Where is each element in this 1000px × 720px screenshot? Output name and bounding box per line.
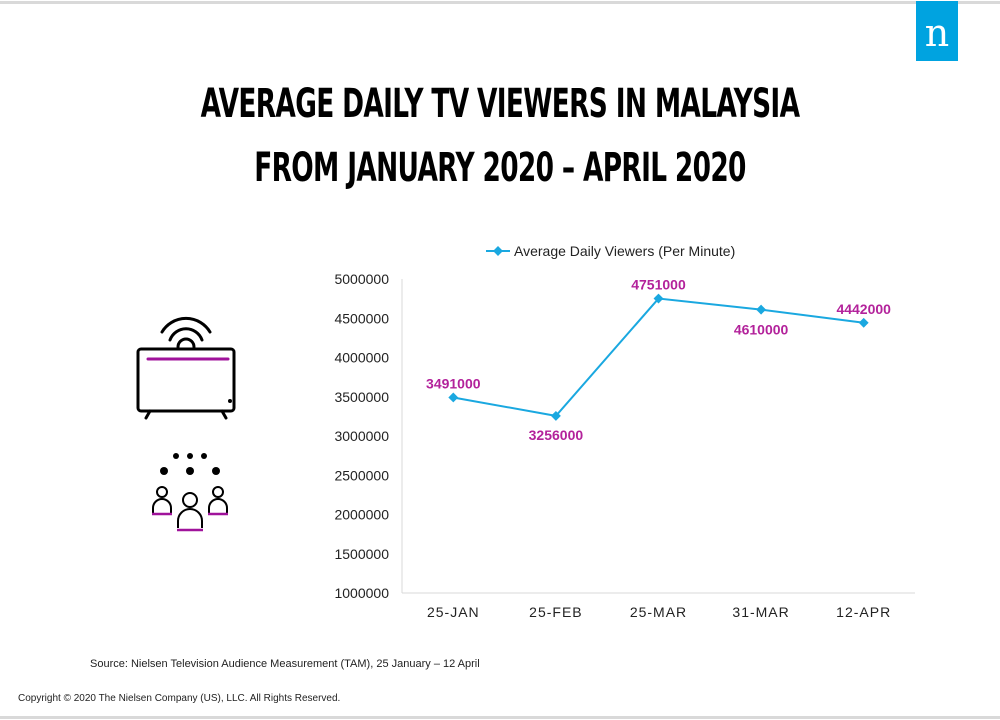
legend-label: Average Daily Viewers (Per Minute)	[514, 243, 735, 259]
copyright-note: Copyright © 2020 The Nielsen Company (US…	[18, 693, 341, 704]
series-line	[453, 297, 864, 417]
x-tick-label: 12-APR	[836, 604, 891, 620]
data-label: 4610000	[734, 322, 789, 338]
x-axis: 25-JAN 25-FEB 25-MAR 31-MAR 12-APR	[402, 592, 915, 620]
bottom-divider	[0, 716, 1000, 719]
chart-legend: Average Daily Viewers (Per Minute)	[486, 243, 735, 259]
legend-marker-swatch	[493, 246, 503, 256]
data-point	[550, 410, 561, 421]
data-label: 4442000	[836, 301, 891, 317]
data-label: 3491000	[426, 375, 481, 391]
top-divider	[0, 1, 1000, 4]
y-tick-label: 4000000	[334, 350, 389, 366]
data-label: 3256000	[529, 427, 584, 443]
illustration-icons	[136, 316, 236, 532]
audience-group-icon	[152, 453, 228, 532]
x-tick-label: 31-MAR	[732, 604, 789, 620]
data-point	[756, 304, 767, 315]
data-point	[858, 317, 869, 328]
y-tick-label: 5000000	[334, 271, 389, 287]
y-tick-label: 1500000	[334, 546, 389, 562]
chart-title-line2: FROM JANUARY 2020 – APRIL 2020	[254, 145, 746, 191]
y-tick-label: 3000000	[334, 428, 389, 444]
data-point	[448, 392, 459, 403]
y-tick-label: 1000000	[334, 585, 389, 601]
plot-area: 3491000 3256000 4751000 4610000 4442000	[426, 277, 891, 443]
y-tick-label: 4500000	[334, 310, 389, 326]
nielsen-logo: n	[916, 1, 958, 61]
data-point	[653, 293, 664, 304]
chart-title-line1: AVERAGE DAILY TV VIEWERS IN MALAYSIA	[200, 81, 800, 127]
y-tick-label: 2000000	[334, 507, 389, 523]
line-chart: Average Daily Viewers (Per Minute) 10000…	[334, 243, 915, 620]
data-label: 4751000	[631, 277, 686, 293]
x-tick-label: 25-FEB	[529, 604, 582, 620]
source-note: Source: Nielsen Television Audience Meas…	[90, 658, 480, 670]
y-tick-label: 2500000	[334, 467, 389, 483]
x-tick-label: 25-MAR	[630, 604, 687, 620]
y-tick-label: 3500000	[334, 389, 389, 405]
x-tick-label: 25-JAN	[427, 604, 480, 620]
y-axis: 1000000 1500000 2000000 2500000 3000000 35000…	[334, 271, 403, 601]
tv-broadcast-icon	[136, 316, 236, 420]
